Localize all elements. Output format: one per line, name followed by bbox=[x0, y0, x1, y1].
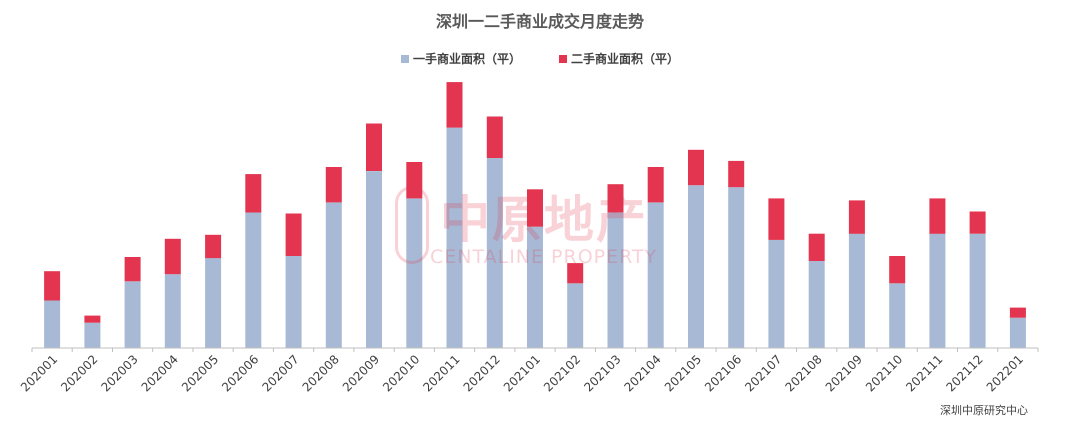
x-tick-label: 202102 bbox=[541, 352, 583, 394]
bar-new-202102 bbox=[567, 283, 584, 348]
x-tick-label: 202201 bbox=[984, 352, 1026, 394]
bar-new-202106 bbox=[728, 187, 745, 348]
legend-label-new: 一手商业面积（平） bbox=[412, 52, 521, 66]
chart-title: 深圳一二手商业成交月度走势 bbox=[435, 12, 644, 31]
x-tick-label: 202012 bbox=[461, 352, 503, 394]
bar-resale-202110 bbox=[889, 256, 906, 284]
bar-new-202107 bbox=[768, 239, 785, 348]
x-tick-label: 202011 bbox=[420, 352, 462, 394]
x-tick-label: 202109 bbox=[823, 352, 865, 394]
bar-new-202104 bbox=[647, 202, 664, 348]
legend-item-resale: 二手商业面积（平） bbox=[559, 50, 679, 67]
x-tick-label: 202004 bbox=[139, 352, 181, 394]
bar-new-202109 bbox=[848, 233, 865, 348]
bar-new-202004 bbox=[164, 274, 181, 348]
bar-new-202011 bbox=[446, 127, 463, 348]
x-tick-label: 202105 bbox=[662, 352, 704, 394]
legend-swatch-resale bbox=[559, 54, 567, 63]
bar-resale-202006 bbox=[245, 174, 262, 213]
x-tick-label: 202107 bbox=[742, 352, 784, 394]
x-ticks-group bbox=[31, 348, 1039, 352]
x-tick-label: 202101 bbox=[501, 352, 543, 394]
legend: 一手商业面积（平） 二手商业面积（平） bbox=[0, 50, 1080, 67]
bar-new-202201 bbox=[1009, 317, 1026, 348]
bar-resale-202201 bbox=[1009, 307, 1026, 318]
bar-resale-202004 bbox=[164, 238, 181, 275]
x-tick-label: 202002 bbox=[58, 352, 100, 394]
x-tick-label: 202110 bbox=[863, 352, 905, 394]
bar-resale-202002 bbox=[84, 315, 101, 323]
bar-new-202010 bbox=[406, 198, 423, 348]
x-tick-label: 202111 bbox=[903, 352, 945, 394]
bar-resale-202007 bbox=[285, 213, 302, 256]
bar-new-202001 bbox=[44, 300, 61, 348]
x-tick-label: 202108 bbox=[783, 352, 825, 394]
bar-new-202012 bbox=[486, 157, 503, 348]
bar-new-202111 bbox=[929, 233, 946, 348]
bar-resale-202112 bbox=[969, 211, 986, 234]
bar-new-202008 bbox=[325, 202, 342, 348]
bar-resale-202010 bbox=[406, 162, 423, 199]
bar-resale-202009 bbox=[366, 123, 382, 171]
bar-resale-202011 bbox=[446, 82, 463, 128]
x-tick-label: 202005 bbox=[179, 352, 221, 394]
bar-new-202002 bbox=[84, 322, 101, 348]
bar-resale-202109 bbox=[848, 200, 865, 234]
legend-swatch-new bbox=[400, 54, 409, 63]
bar-resale-202108 bbox=[808, 233, 825, 261]
bar-new-202003 bbox=[124, 281, 141, 348]
bar-resale-202105 bbox=[688, 149, 704, 186]
x-tick-label: 202104 bbox=[622, 352, 664, 394]
bars-group bbox=[44, 82, 1026, 348]
bar-resale-202003 bbox=[124, 257, 141, 282]
bar-resale-202101 bbox=[527, 189, 543, 227]
x-tick-label: 202009 bbox=[340, 352, 382, 394]
bar-resale-202012 bbox=[486, 116, 503, 158]
x-tick-label: 202006 bbox=[219, 352, 261, 394]
x-tick-label: 202003 bbox=[98, 352, 140, 394]
bar-new-202110 bbox=[889, 283, 906, 348]
bar-resale-202104 bbox=[647, 167, 664, 203]
bar-resale-202001 bbox=[44, 271, 61, 301]
bar-new-202009 bbox=[366, 171, 382, 348]
bar-resale-202005 bbox=[205, 234, 222, 259]
bar-resale-202102 bbox=[567, 263, 584, 284]
bar-new-202007 bbox=[285, 256, 302, 348]
x-tick-label: 202112 bbox=[943, 352, 985, 394]
bar-resale-202008 bbox=[325, 167, 342, 203]
source-note: 深圳中原研究中心 bbox=[940, 404, 1028, 417]
bar-resale-202111 bbox=[929, 198, 946, 234]
x-tick-label: 202106 bbox=[702, 352, 744, 394]
bar-new-202105 bbox=[688, 185, 704, 348]
x-tick-label: 202007 bbox=[259, 352, 301, 394]
bar-resale-202106 bbox=[728, 160, 745, 188]
bar-resale-202103 bbox=[607, 184, 624, 213]
bar-new-202005 bbox=[205, 258, 222, 348]
bar-new-202006 bbox=[245, 212, 262, 348]
bar-resale-202107 bbox=[768, 198, 785, 240]
x-tick-label: 202010 bbox=[380, 352, 422, 394]
x-tick-label: 202001 bbox=[18, 352, 60, 394]
legend-label-resale: 二手商业面积（平） bbox=[571, 52, 680, 66]
x-tick-labels-group: 2020012020022020032020042020052020062020… bbox=[18, 352, 1026, 394]
x-tick-label: 202103 bbox=[581, 352, 623, 394]
bar-new-202108 bbox=[808, 261, 825, 348]
bar-new-202103 bbox=[607, 212, 624, 348]
bar-new-202112 bbox=[969, 233, 986, 348]
x-tick-label: 202008 bbox=[300, 352, 342, 394]
legend-item-new: 一手商业面积（平） bbox=[400, 50, 521, 67]
bar-new-202101 bbox=[527, 226, 543, 348]
